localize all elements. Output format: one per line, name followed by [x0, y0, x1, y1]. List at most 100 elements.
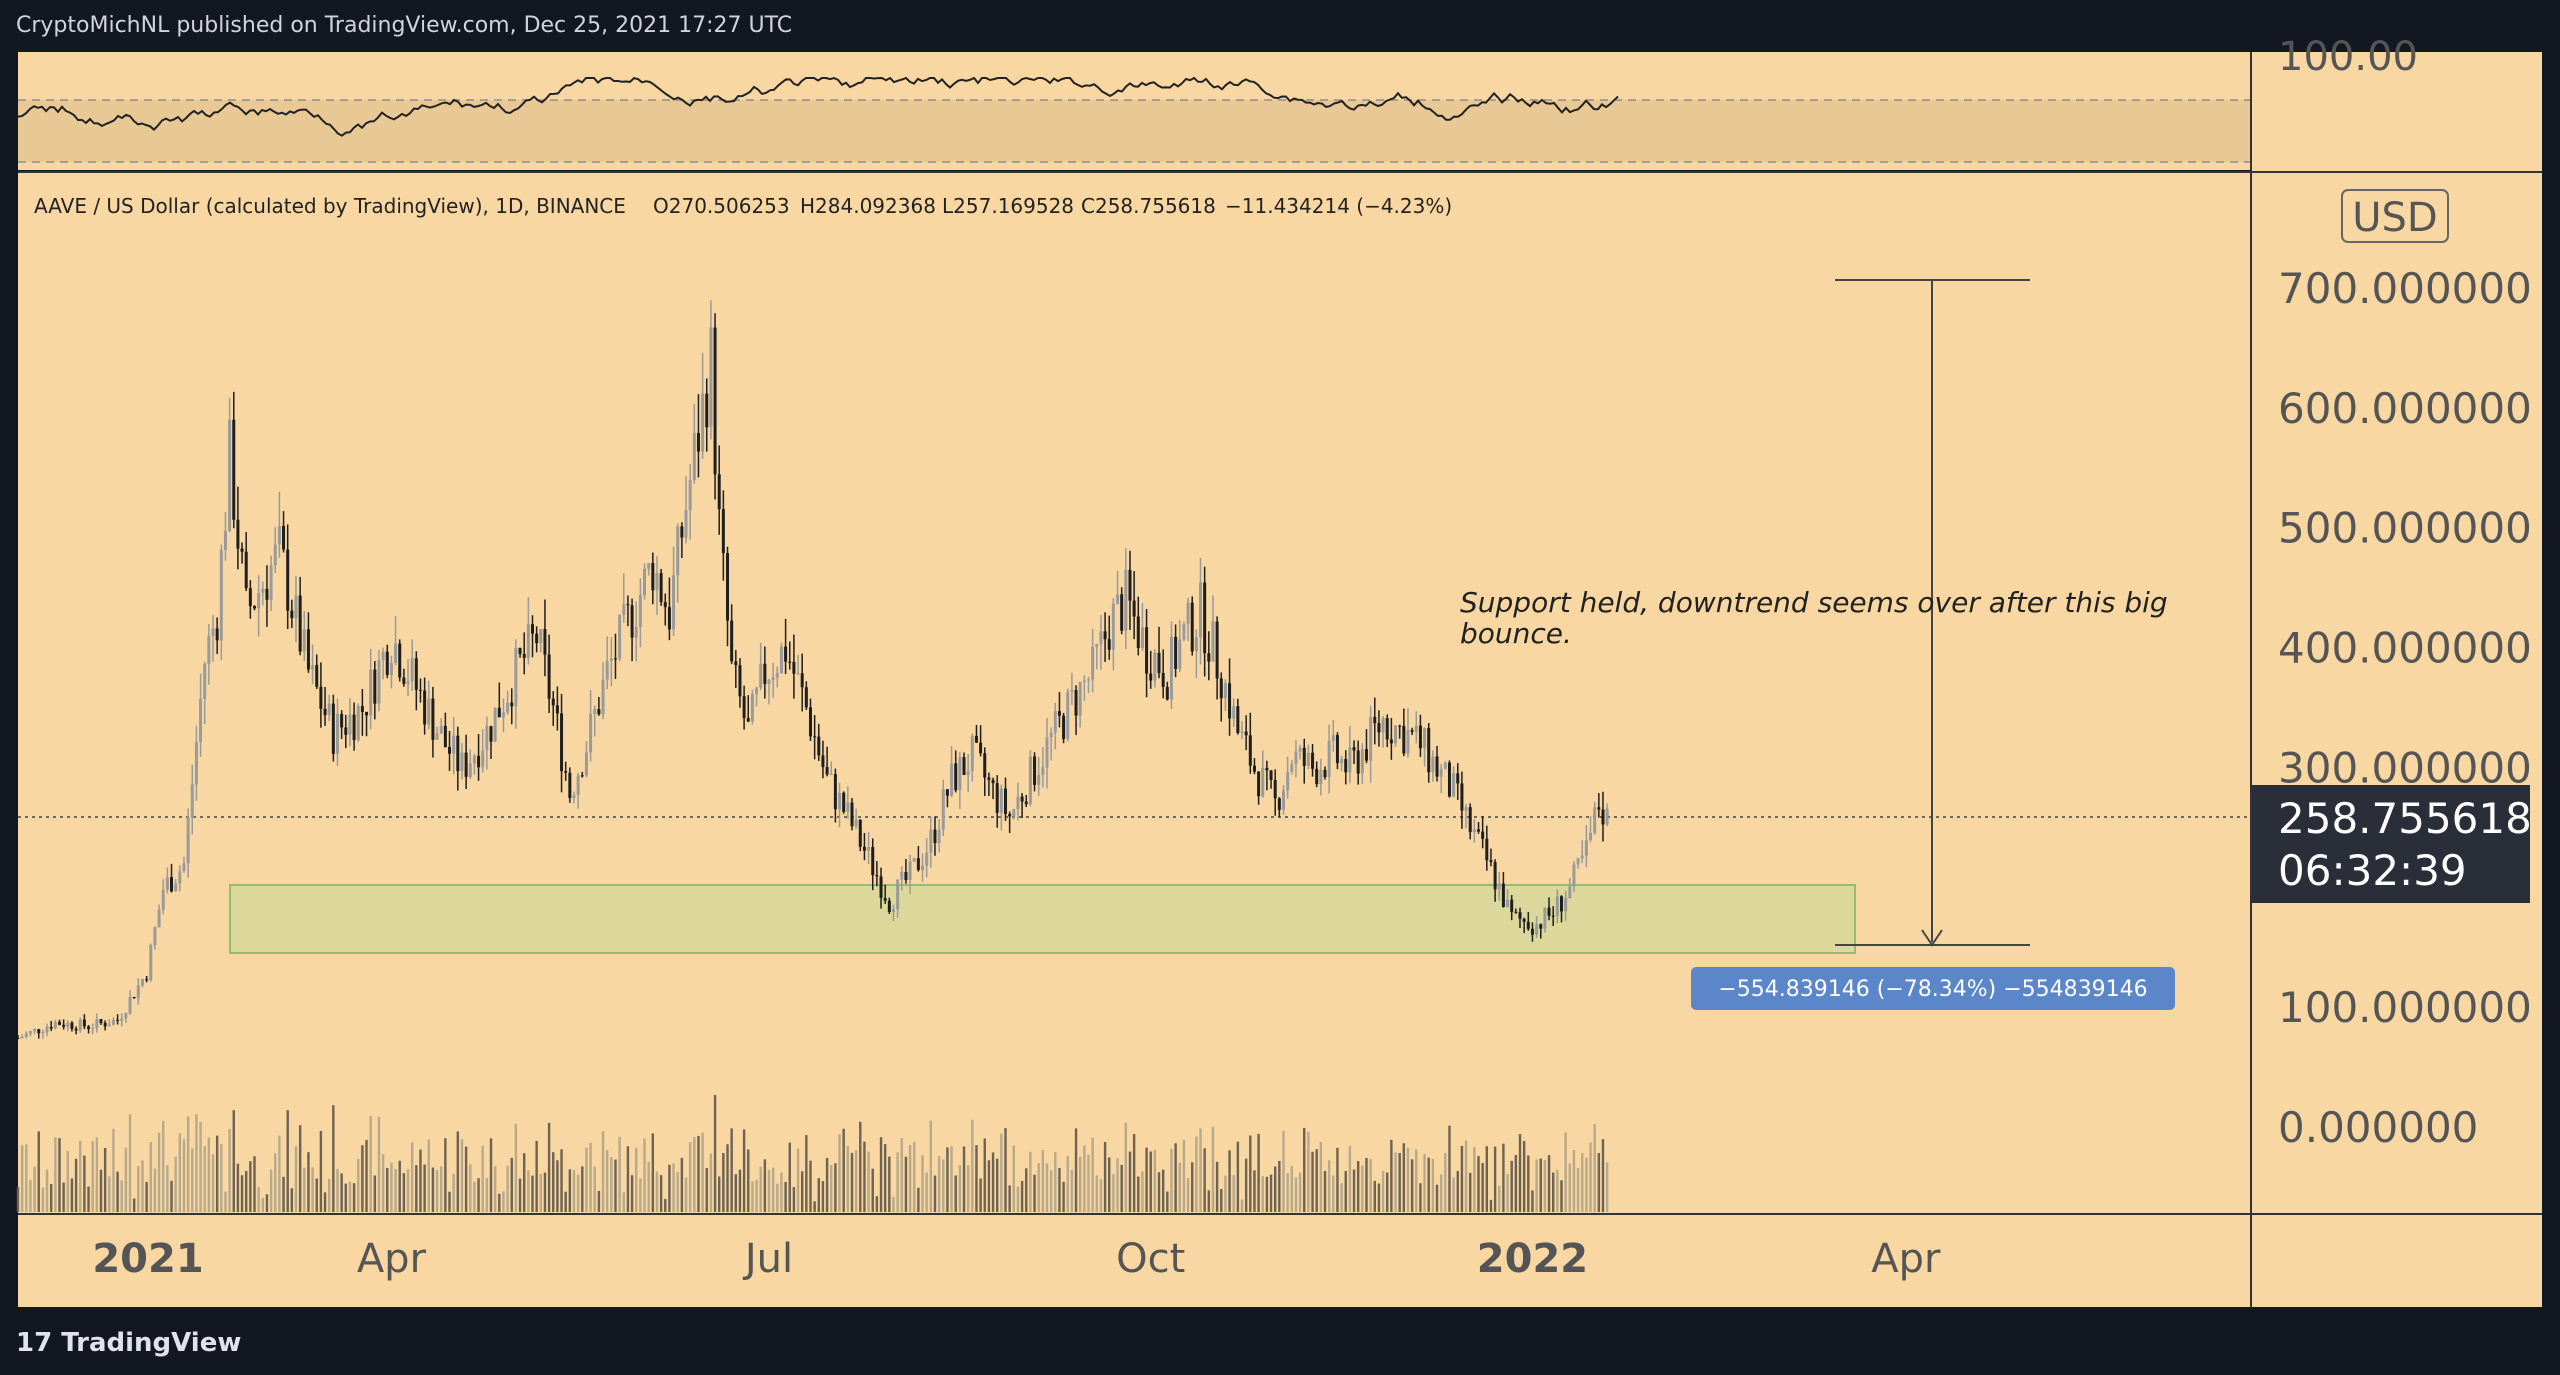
candle-body	[1335, 735, 1339, 764]
volume-bar	[361, 1145, 364, 1212]
candle-body	[1481, 831, 1485, 839]
time-axis[interactable]	[18, 1215, 2542, 1307]
volume-bar	[1506, 1173, 1509, 1212]
candle-body	[676, 526, 680, 576]
volume-bar	[336, 1168, 339, 1212]
tradingview-brand: TradingView	[61, 1328, 242, 1358]
volume-bar	[340, 1173, 343, 1212]
time-tick-5: Apr	[1871, 1236, 1941, 1282]
candle-body	[344, 727, 348, 735]
volume-bar	[838, 1134, 841, 1212]
volume-bar	[684, 1177, 688, 1212]
volume-bar	[1228, 1150, 1231, 1212]
candle-body	[804, 687, 808, 708]
volume-bar	[929, 1120, 933, 1212]
candle-body	[406, 681, 410, 684]
candle-body	[1589, 832, 1593, 841]
candle-body	[253, 606, 257, 609]
candle-body	[1389, 739, 1393, 744]
measure-tool[interactable]: −554.839146 (−78.34%) −554839146	[1691, 279, 2175, 1010]
volume-bar	[821, 1181, 825, 1212]
tradingview-logo[interactable]: 17 TradingView	[16, 1328, 241, 1358]
candle-body	[1518, 912, 1522, 919]
candle-body	[211, 628, 215, 636]
support-zone[interactable]	[229, 884, 1856, 954]
price-axis[interactable]	[2252, 52, 2542, 1213]
candle-body	[974, 735, 978, 743]
volume-bar	[991, 1152, 995, 1212]
volume-bar	[1514, 1155, 1518, 1212]
volume-bar	[224, 1191, 227, 1212]
volume-bar	[800, 1171, 804, 1212]
candle-body	[145, 979, 149, 981]
volume-bar	[319, 1131, 323, 1212]
candle-body	[244, 551, 248, 589]
candle-body	[1186, 602, 1190, 624]
volume-bar	[846, 1145, 850, 1212]
candle-body	[394, 643, 398, 663]
volume-bar	[742, 1129, 746, 1212]
volume-bar	[825, 1157, 829, 1212]
volume-bar	[406, 1169, 410, 1212]
candle-body	[535, 633, 539, 644]
candle-body	[1369, 716, 1373, 761]
candle-body	[568, 772, 572, 799]
volume-bar	[672, 1163, 675, 1212]
candle-body	[862, 846, 866, 851]
candle-body	[680, 526, 684, 538]
volume-bar	[1269, 1174, 1273, 1212]
annotation-line-2[interactable]: bounce.	[1460, 617, 1572, 650]
volume-bar	[1273, 1166, 1277, 1212]
candle-body	[140, 979, 144, 986]
price-tick-2: 500.000000	[2278, 504, 2532, 553]
candle-body	[1248, 735, 1252, 766]
volume-bar	[1605, 1162, 1609, 1212]
volume-bar	[45, 1169, 49, 1212]
candle-body	[1269, 770, 1273, 780]
price-tick-5: 100.000000	[2278, 983, 2532, 1032]
volume-bar	[1373, 1180, 1376, 1212]
candle-body	[630, 605, 634, 638]
candle-body	[879, 876, 883, 899]
candle-body	[755, 687, 759, 695]
candle-body	[33, 1029, 37, 1032]
volume-bar	[182, 1139, 186, 1212]
volume-bar	[755, 1179, 758, 1212]
currency-box[interactable]	[2341, 189, 2449, 243]
volume-bar	[601, 1131, 605, 1212]
candle-body	[995, 783, 999, 813]
candle-body	[1252, 765, 1256, 772]
candle-body	[842, 792, 846, 812]
volume-bar	[510, 1157, 513, 1212]
volume-bar	[373, 1175, 377, 1212]
candle-body	[1539, 924, 1543, 929]
candle-body	[713, 327, 717, 475]
volume-bar	[697, 1135, 700, 1212]
candle-body	[667, 607, 671, 630]
volume-bar	[1431, 1158, 1435, 1212]
candle-body	[1298, 747, 1302, 752]
volume-bar	[863, 1141, 866, 1212]
volume-bar	[867, 1151, 870, 1212]
candle-body	[385, 651, 389, 675]
current-price-badge[interactable]	[2252, 785, 2530, 903]
candle-body	[605, 660, 609, 680]
candle-body	[543, 628, 547, 655]
volume-bar	[547, 1122, 551, 1212]
volume-bar	[178, 1133, 182, 1212]
annotation-line-1[interactable]: Support held, downtrend seems over after…	[1460, 586, 2168, 619]
candle-body	[933, 829, 937, 844]
time-tick-0: 2021	[92, 1236, 203, 1282]
candle-body	[103, 1022, 107, 1027]
candle-body	[983, 753, 987, 778]
volume-bar	[709, 1153, 713, 1212]
candle-body	[784, 646, 788, 662]
price-tick-4: 300.000000	[2278, 743, 2532, 792]
volume-bar	[1186, 1178, 1190, 1212]
candle-body	[912, 858, 916, 862]
candle-body	[1597, 807, 1601, 810]
volume-bar	[1025, 1168, 1028, 1212]
price-pane[interactable]	[18, 173, 2250, 1213]
volume-bar	[925, 1172, 928, 1212]
